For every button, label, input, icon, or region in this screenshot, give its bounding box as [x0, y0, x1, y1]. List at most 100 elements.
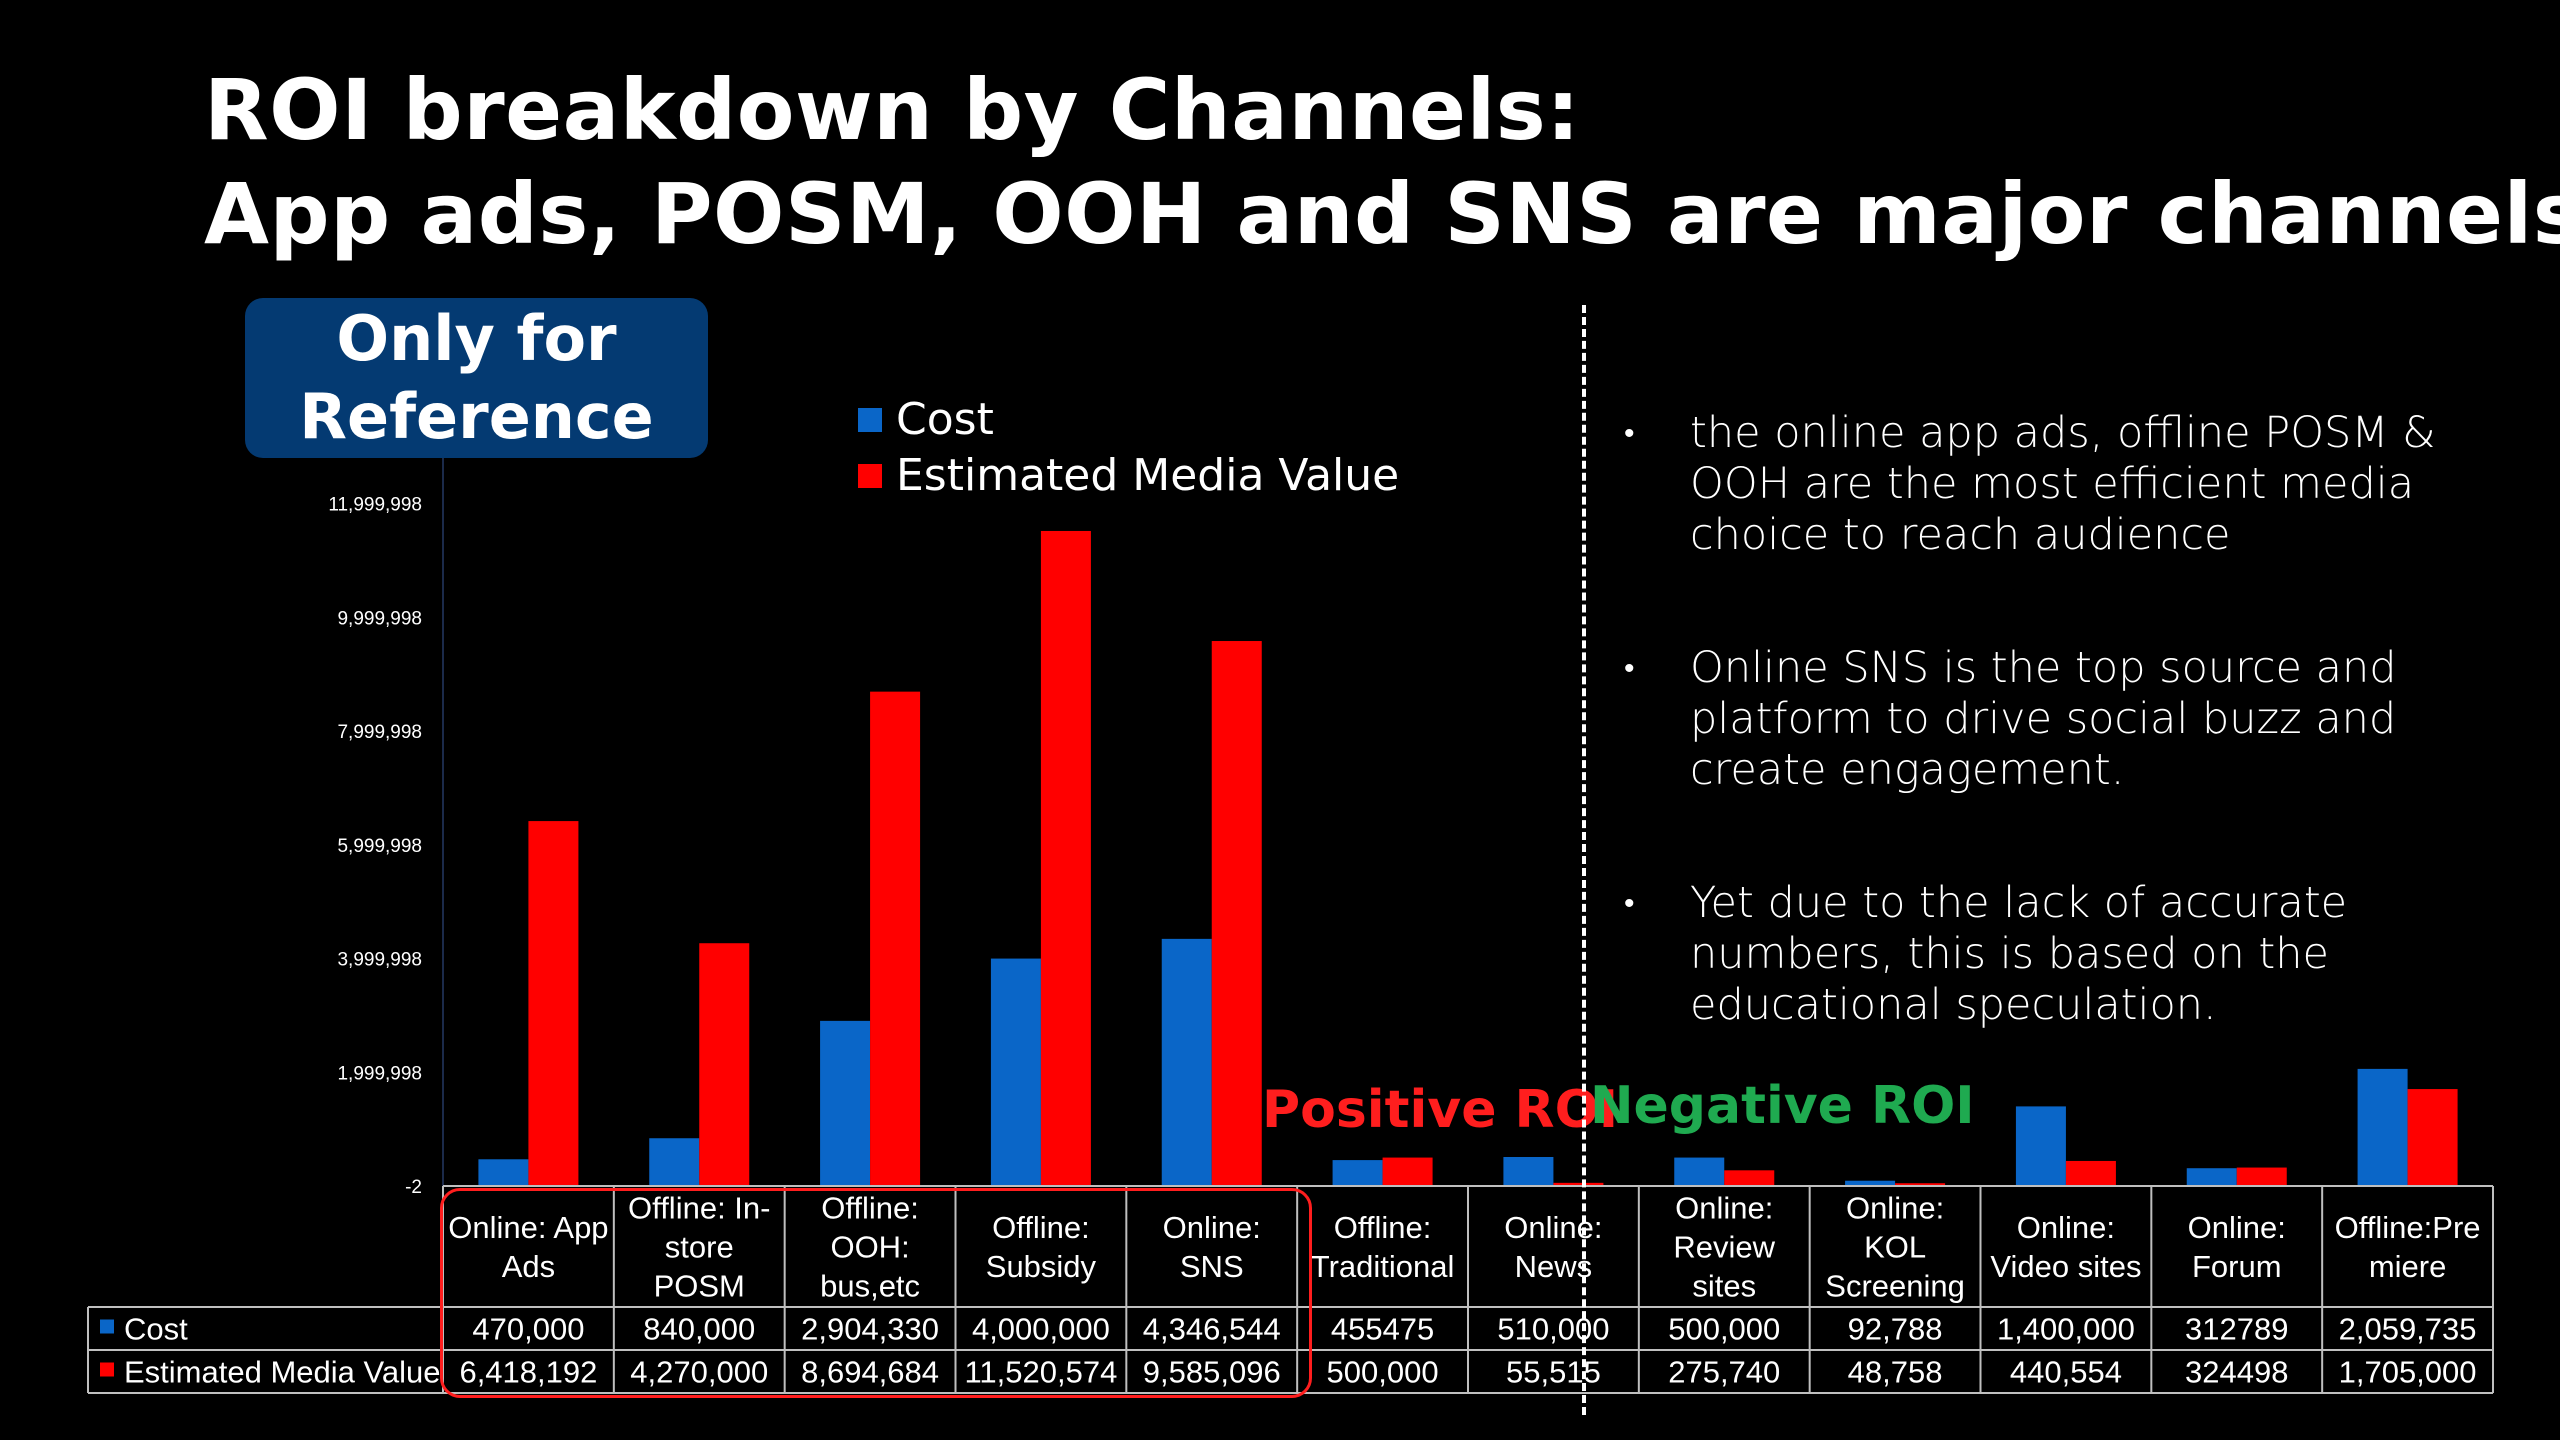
category-label: POSM [654, 1269, 745, 1304]
y-tick-label: 5,999,998 [337, 836, 422, 857]
bar-emv [1724, 1170, 1775, 1186]
table-cell-value: 2,904,330 [801, 1312, 939, 1347]
bullet-text: the online app ads, offline POSM & OOH a… [1690, 408, 2436, 560]
table-cell-value: 500,000 [1327, 1355, 1439, 1390]
bullet-text: Online SNS is the top source and platfor… [1690, 643, 2397, 795]
bullet-dot: • [1624, 416, 1635, 451]
table-cell-value: 48,758 [1848, 1355, 1943, 1390]
y-tick-label: 9,999,998 [337, 608, 422, 629]
table-cell-value: 275,740 [1668, 1355, 1780, 1390]
table-cell-value: 6,418,192 [459, 1355, 597, 1390]
category-label: Online: App [448, 1210, 608, 1245]
negative-roi-label: Negative ROI [1590, 1076, 1975, 1136]
table-legend-key [100, 1319, 114, 1334]
category-label: Review [1673, 1230, 1775, 1265]
table-cell-value: 1,400,000 [1997, 1312, 2135, 1347]
y-tick-label: 11,999,998 [328, 495, 422, 516]
bar-cost [2357, 1068, 2408, 1186]
table-row-label: Cost [124, 1312, 188, 1347]
category-label: Online: [1163, 1210, 1261, 1245]
category-label: store [665, 1230, 734, 1265]
category-label: News [1515, 1249, 1593, 1284]
bar-cost [1161, 938, 1212, 1186]
category-label: Online: [1504, 1210, 1602, 1245]
positive-roi-label: Positive ROI [1262, 1080, 1619, 1140]
table-cell-value: 440,554 [2010, 1355, 2122, 1390]
legend-swatch [858, 464, 882, 488]
category-label: OOH: [830, 1230, 909, 1265]
slide-title: ROI breakdown by Channels: App ads, POSM… [204, 58, 2560, 266]
bar-emv [699, 943, 750, 1186]
bullet-dot: • [1624, 886, 1635, 921]
positive-roi-highlight-box [440, 1188, 1312, 1398]
table-cell-value: 4,000,000 [972, 1312, 1110, 1347]
reference-badge: Only for Reference [245, 298, 708, 458]
bar-cost [2186, 1168, 2237, 1186]
bar-cost [1674, 1157, 1725, 1186]
table-cell-value: 324498 [2185, 1355, 2288, 1390]
legend-label: Cost [896, 394, 994, 445]
category-label: Traditional [1311, 1249, 1455, 1284]
bullet-dot: • [1624, 651, 1635, 686]
table-cell-value: 2,059,735 [2339, 1312, 2477, 1347]
bar-cost [1503, 1157, 1554, 1186]
category-label: Video sites [1990, 1249, 2141, 1284]
legend-swatch [858, 408, 882, 432]
category-label: Offline:Pre [2335, 1210, 2481, 1245]
category-label: bus,etc [820, 1269, 920, 1304]
badge-line-1: Only for [336, 302, 617, 375]
table-cell-value: 9,585,096 [1143, 1355, 1281, 1390]
bar-emv [1040, 530, 1091, 1186]
table-cell-value: 55,515 [1506, 1355, 1601, 1390]
table-cell-value: 1,705,000 [2339, 1355, 2477, 1390]
table-cell-value: 11,520,574 [964, 1355, 1117, 1390]
category-label: Offline: [1334, 1210, 1432, 1245]
table-cell-value: 4,270,000 [630, 1355, 768, 1390]
category-label: Online: [1675, 1191, 1773, 1226]
y-tick-label: 7,999,998 [337, 722, 422, 743]
y-tick-label: 3,999,998 [337, 950, 422, 971]
bar-cost [1332, 1160, 1383, 1186]
bar-cost [478, 1159, 529, 1186]
category-label: Ads [502, 1249, 555, 1284]
category-label: Offline: [992, 1210, 1090, 1245]
table-cell-value: 500,000 [1668, 1312, 1780, 1347]
bullet-item: • Online SNS is the top source and platfo… [1620, 643, 2480, 796]
category-label: KOL [1864, 1230, 1926, 1265]
bar-emv [1895, 1183, 1946, 1186]
bar-cost [820, 1020, 871, 1186]
category-label: Forum [2192, 1249, 2282, 1284]
bar-emv [2236, 1167, 2287, 1186]
category-label: Offline: [821, 1191, 919, 1226]
y-tick-label: -2 [405, 1177, 422, 1198]
roi-divider-line [1582, 305, 1586, 1415]
bullet-item: • Yet due to the lack of accurate numbers… [1620, 878, 2480, 1031]
bar-emv [2065, 1160, 2116, 1186]
table-cell-value: 312789 [2185, 1312, 2288, 1347]
category-label: Subsidy [986, 1249, 1097, 1284]
table-cell-value: 4,346,544 [1143, 1312, 1281, 1347]
category-label: SNS [1180, 1249, 1244, 1284]
y-tick-label: 1,999,998 [337, 1063, 422, 1084]
table-cell-value: 92,788 [1848, 1312, 1943, 1347]
table-cell-value: 470,000 [472, 1312, 584, 1347]
table-cell-value: 455475 [1331, 1312, 1434, 1347]
bar-emv [528, 821, 579, 1186]
category-label: Online: [2188, 1210, 2286, 1245]
bar-cost [1845, 1180, 1896, 1186]
table-cell-value: 840,000 [643, 1312, 755, 1347]
bullet-text: Yet due to the lack of accurate numbers,… [1690, 878, 2348, 1030]
table-cell-value: 8,694,684 [801, 1355, 939, 1390]
category-label: Offline: In- [628, 1191, 770, 1226]
legend-label: Estimated Media Value [896, 450, 1399, 501]
bar-emv [870, 691, 921, 1186]
bar-cost [2015, 1106, 2066, 1186]
bar-cost [649, 1138, 700, 1186]
bar-emv [1553, 1182, 1604, 1186]
bar-emv [2407, 1089, 2458, 1186]
category-label: miere [2369, 1249, 2447, 1284]
table-row-label: Estimated Media Value [124, 1355, 440, 1390]
title-line-2: App ads, POSM, OOH and SNS are major cha… [204, 165, 2560, 263]
category-label: Online: [2017, 1210, 2115, 1245]
category-label: Screening [1825, 1269, 1965, 1304]
